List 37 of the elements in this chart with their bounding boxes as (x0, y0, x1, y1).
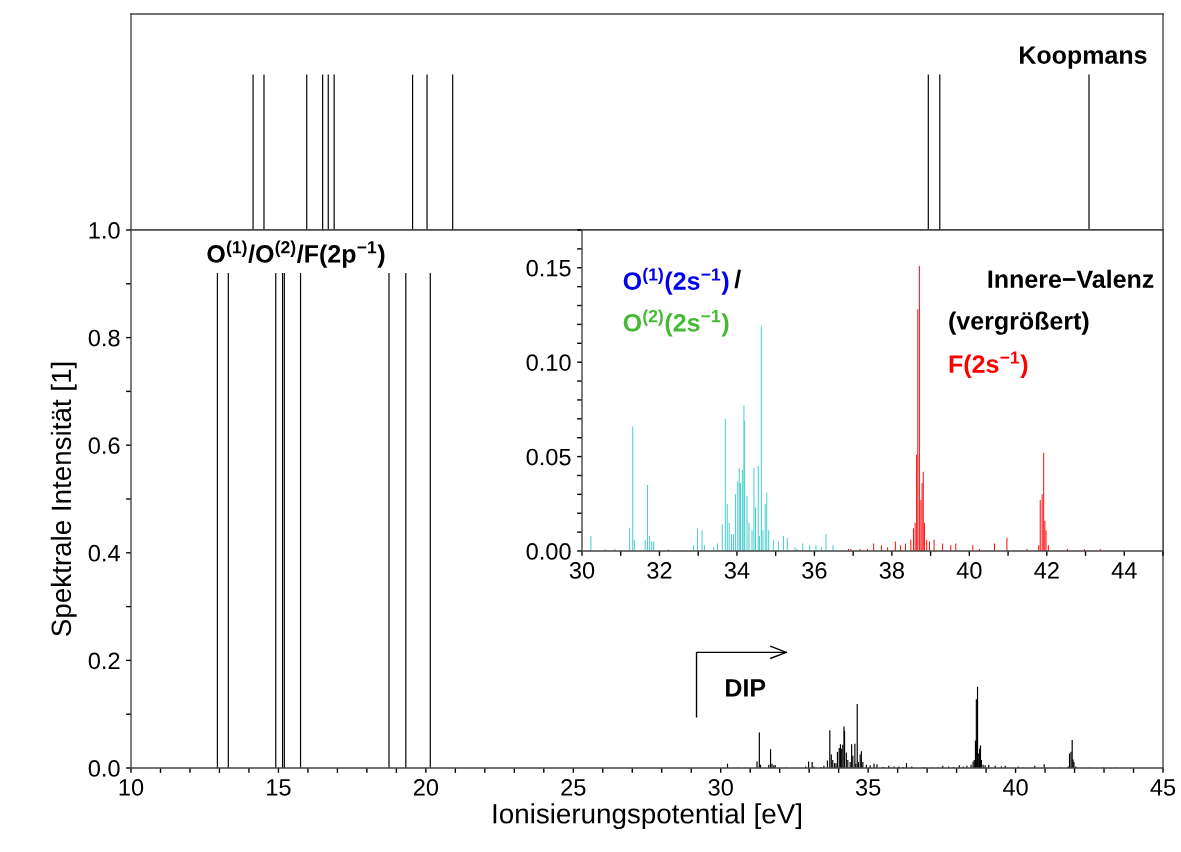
x-tick-label: 32 (647, 562, 672, 579)
annotation: (vergrößert) (949, 311, 1089, 335)
x-tick-label: 36 (802, 562, 827, 579)
y-axis-title: Spektrale Intensität [1] (50, 362, 77, 636)
text: Koopmans (1020, 46, 1147, 69)
x-tick-label: 45 (1150, 779, 1176, 796)
y-tick-label: 0.00 (526, 543, 571, 560)
x-tick-label: 40 (956, 562, 982, 579)
annotation: Innere−Valenz (988, 269, 1154, 289)
annotation: O$^{(1)}$/O$^{(2)}$/F(2p$^{−1}$) (207, 240, 385, 268)
y-tick-label: 1.0 (89, 222, 120, 239)
y-tick-label: 0.10 (526, 354, 571, 371)
annotation: DIP (726, 679, 766, 697)
x-tick-label: 38 (879, 562, 904, 579)
annotation: O$^{(2)}$(2s$^{−1}$) (623, 309, 729, 337)
y-tick-label: 0.4 (88, 544, 120, 562)
x-tick-label: 20 (413, 779, 439, 796)
annotation: / (734, 269, 741, 289)
x-axis-title: Ionisierungspotential [eV] (493, 803, 801, 830)
x-tick-label: 34 (724, 562, 750, 579)
x-tick-label: 40 (1002, 779, 1028, 796)
y-tick-label: 0.15 (526, 259, 571, 277)
x-tick-label: 25 (561, 779, 586, 796)
y-tick-label: 0.0 (88, 760, 120, 777)
x-tick-label: 30 (569, 562, 595, 579)
x-tick-label: 30 (708, 779, 733, 796)
x-tick-label: 15 (267, 779, 291, 796)
x-tick-label: 44 (1111, 562, 1137, 579)
annotation: O$^{(1)}$(2s$^{−1}$) (623, 267, 729, 295)
y-tick-label: 0.2 (88, 652, 120, 670)
x-tick-label: 35 (855, 779, 881, 796)
y-tick-label: 0.8 (88, 329, 120, 347)
y-tick-label: 0.05 (526, 448, 571, 466)
series-label: F(2s$^{−1}$) (949, 351, 1028, 378)
x-tick-label: 42 (1034, 562, 1059, 579)
y-tick-label: 0.6 (88, 437, 120, 454)
x-tick-label: 10 (119, 779, 144, 796)
